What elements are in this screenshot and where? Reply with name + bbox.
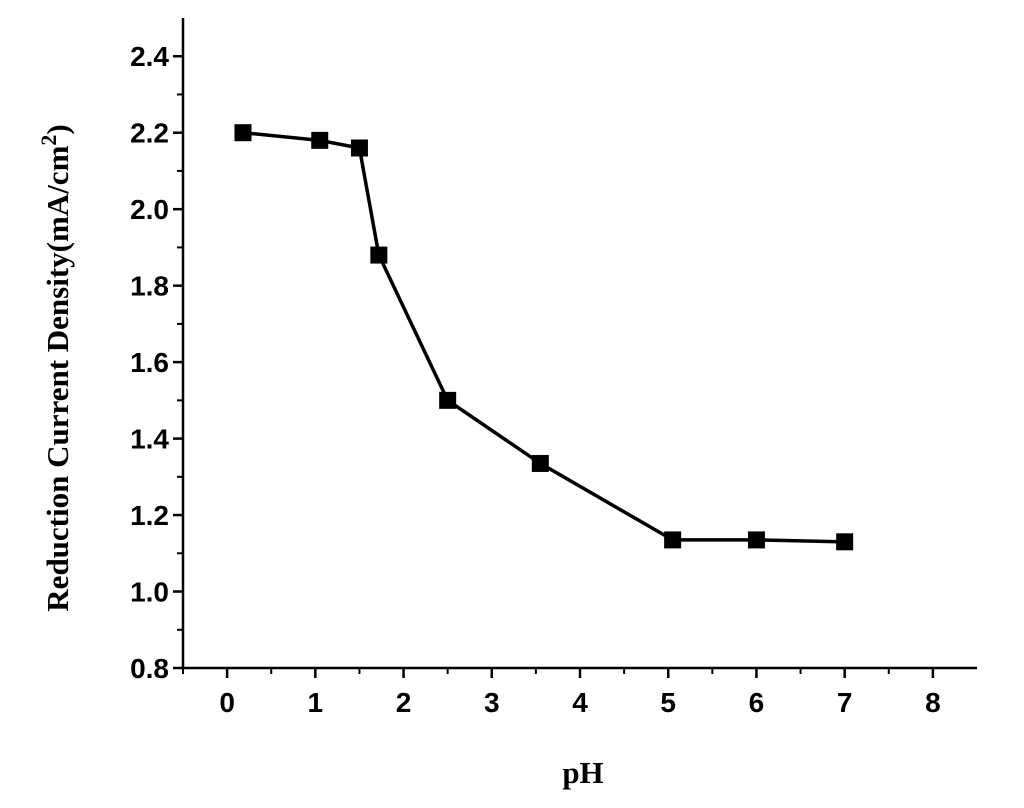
y-axis-title-close: ): [40, 124, 75, 134]
x-tick-label: 3: [484, 687, 500, 718]
y-tick-label: 2.0: [130, 194, 169, 225]
data-point-marker: [531, 454, 549, 472]
x-tick-label: 8: [925, 687, 941, 718]
data-point-marker: [664, 531, 682, 549]
data-point-marker: [836, 533, 854, 551]
axes: [181, 18, 977, 670]
data-point-marker: [234, 124, 252, 142]
series: [234, 124, 854, 551]
data-point-marker: [370, 246, 388, 264]
y-tick-label: 2.2: [130, 118, 169, 149]
data-point-marker: [311, 131, 329, 149]
y-tick-label: 1.6: [130, 347, 169, 378]
x-tick-label: 1: [308, 687, 324, 718]
y-tick-label: 0.8: [130, 653, 169, 684]
y-tick-label: 2.4: [130, 41, 169, 72]
x-tick-label: 6: [749, 687, 765, 718]
x-tick-label: 5: [660, 687, 676, 718]
data-point-marker: [439, 391, 457, 409]
ticks: [173, 54, 935, 678]
x-tick-label: 0: [219, 687, 235, 718]
x-tick-label: 7: [837, 687, 853, 718]
y-axis-title: Reduction Current Density(mA/cm2): [36, 124, 75, 611]
x-axis-title: pH: [562, 755, 603, 790]
tick-labels: 0.8 1.0 1.2 1.4 1.6 1.8 2.0 2.2 2.4 0 1 2 3 4 5 6 7 8: [130, 41, 941, 718]
x-tick-label: 2: [396, 687, 412, 718]
x-tick-label: 4: [572, 687, 588, 718]
data-point-marker: [747, 531, 765, 549]
y-tick-label: 1.4: [130, 424, 169, 455]
data-point-marker: [350, 139, 368, 157]
y-axis-title-superscript: 2: [36, 135, 61, 146]
y-tick-label: 1.2: [130, 500, 169, 531]
y-tick-label: 1.8: [130, 271, 169, 302]
y-axis-title-main: Reduction Current Density(mA/cm: [40, 145, 75, 611]
y-tick-label: 1.0: [130, 577, 169, 608]
series-line: [242, 130, 845, 544]
